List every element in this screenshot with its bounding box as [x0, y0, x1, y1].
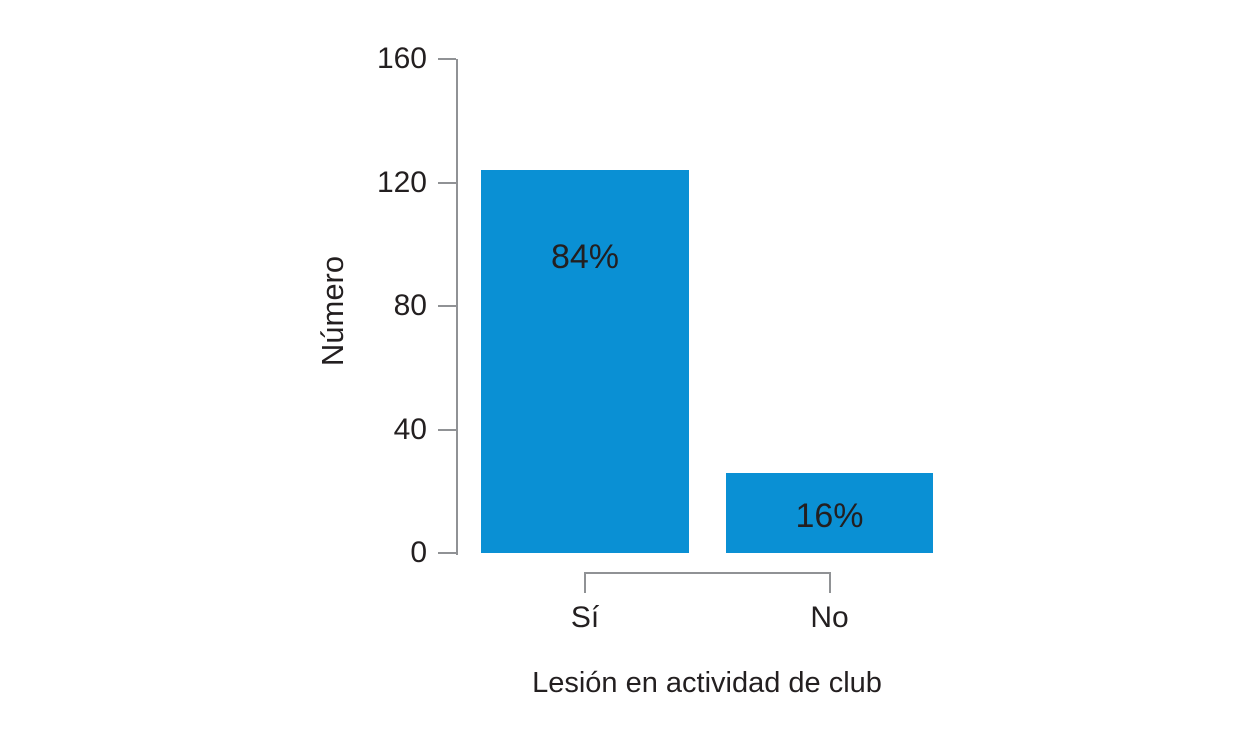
y-tick-mark	[438, 428, 456, 431]
x-category-label-sí: Sí	[570, 601, 600, 634]
x-category-label-no: No	[810, 601, 849, 634]
x-axis-title: Lesión en actividad de club	[532, 667, 882, 699]
y-tick-label: 80	[393, 289, 427, 322]
y-tick-mark	[438, 305, 456, 307]
y-tick-label: 0	[410, 536, 427, 569]
bar-percentage-label: 84%	[550, 238, 620, 276]
bar-percentage-label: 16%	[795, 497, 864, 535]
y-axis-line	[456, 59, 458, 555]
x-axis-bracket	[584, 572, 831, 593]
y-tick-label: 120	[376, 165, 427, 199]
y-tick-label: 40	[393, 412, 427, 446]
y-tick-label: 160	[376, 42, 427, 75]
y-tick-mark	[438, 181, 456, 184]
bar-sí	[481, 170, 689, 553]
bar-no	[726, 472, 933, 553]
y-tick-mark	[438, 552, 456, 554]
y-tick-mark	[438, 58, 456, 60]
